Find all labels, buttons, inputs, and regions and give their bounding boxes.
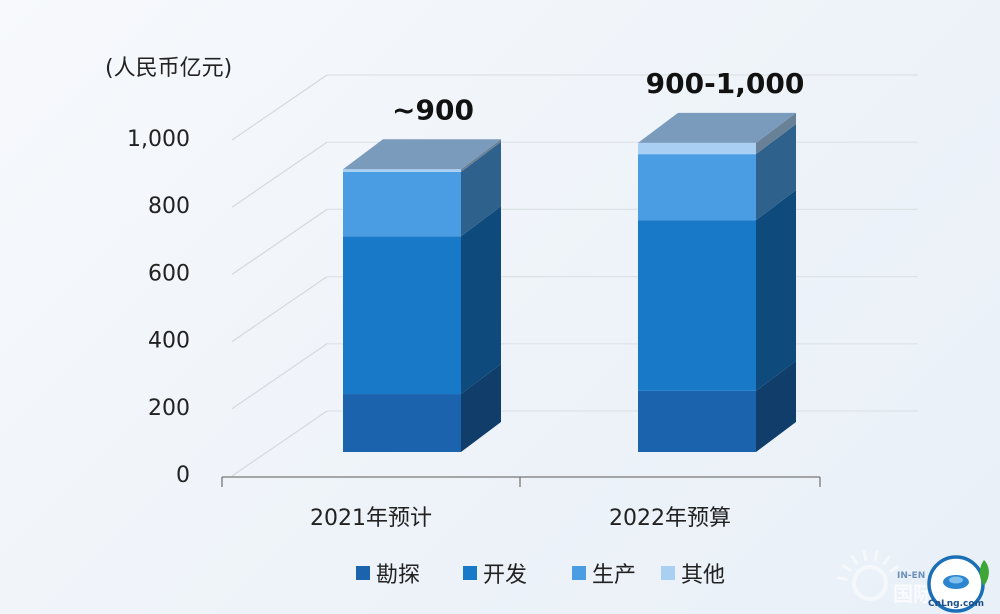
legend-swatch xyxy=(661,566,675,580)
logo-text: CnLng.com xyxy=(928,599,984,609)
x-tick-label: 2022年预算 xyxy=(609,506,731,531)
y-tick-label: 1,000 xyxy=(127,127,190,152)
bar-segment xyxy=(343,171,461,237)
legend-label: 开发 xyxy=(483,563,527,588)
bar-segment xyxy=(638,220,756,391)
x-tick-label: 2021年预计 xyxy=(310,506,432,531)
bar-stack xyxy=(638,112,796,452)
gridline-diagonal xyxy=(231,141,328,208)
bar-segment-side xyxy=(756,124,796,221)
bar-segment-side xyxy=(756,112,796,155)
total-labels: ~900 900-1,000 xyxy=(392,67,804,126)
bar-segment-side xyxy=(461,364,501,452)
bar-segment xyxy=(638,154,756,221)
axis xyxy=(221,476,821,487)
legend-label: 勘探 xyxy=(376,563,420,588)
bar-segment xyxy=(343,169,461,172)
gridlines xyxy=(231,74,918,477)
bar-segment xyxy=(343,236,461,395)
bar-stack xyxy=(343,139,501,452)
category-labels: 2021年预计 2022年预算 xyxy=(310,506,731,531)
total-label: ~900 xyxy=(392,93,474,126)
total-label: 900-1,000 xyxy=(646,67,805,100)
legend-swatch xyxy=(356,566,370,580)
bar-segment xyxy=(638,390,756,452)
legend-item: 其他 xyxy=(661,563,725,588)
bar-top xyxy=(343,139,501,170)
legend-item: 生产 xyxy=(572,563,636,588)
y-tick-label: 0 xyxy=(176,463,190,488)
y-tick-label: 800 xyxy=(148,194,190,219)
bar-segment-side xyxy=(756,190,796,391)
legend-label: 其他 xyxy=(681,563,725,588)
bar-segment xyxy=(343,394,461,452)
legend-item: 开发 xyxy=(463,563,527,588)
bar-segment-side xyxy=(461,139,501,172)
y-tick-label: 400 xyxy=(148,329,190,354)
gridline-diagonal xyxy=(231,208,328,275)
cnlng-logo-icon: CnLng.com xyxy=(927,555,989,613)
bars xyxy=(343,112,796,452)
legend-swatch xyxy=(572,566,586,580)
legend-swatch xyxy=(463,566,477,580)
legend-label: 生产 xyxy=(592,563,636,588)
gridline-diagonal xyxy=(231,74,328,141)
legend: 勘探 开发 生产 其他 xyxy=(356,563,725,588)
gridline-diagonal xyxy=(231,276,328,343)
watermark-sun-icon xyxy=(836,550,900,601)
watermark-text: IN-EN xyxy=(897,571,925,581)
gridline-diagonal xyxy=(231,343,328,410)
y-tick-labels: 0 200 400 600 800 1,000 xyxy=(127,127,190,488)
y-unit-label: (人民币亿元) xyxy=(105,56,232,81)
gridline-diagonal xyxy=(231,410,328,477)
bar-segment-side xyxy=(756,360,796,452)
bar-segment-side xyxy=(461,206,501,395)
y-tick-label: 600 xyxy=(148,261,190,286)
bar-top xyxy=(638,112,796,143)
watermark-text-cn: 国际 xyxy=(893,582,933,606)
y-tick-label: 200 xyxy=(148,396,190,421)
bar-segment xyxy=(638,142,756,155)
bar-segment-side xyxy=(461,141,501,237)
legend-item: 勘探 xyxy=(356,563,420,588)
